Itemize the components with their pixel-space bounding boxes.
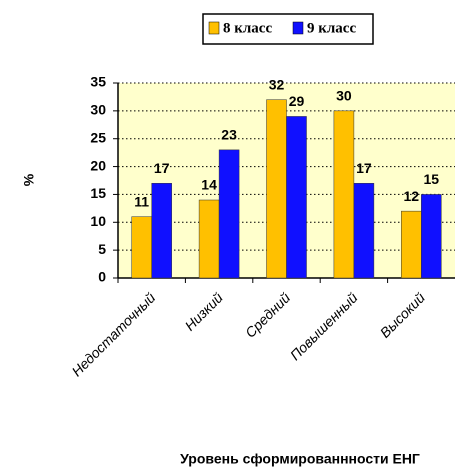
value-label: 14 xyxy=(201,177,217,193)
bar xyxy=(333,110,355,279)
bar xyxy=(353,183,375,279)
y-axis-label: % xyxy=(21,173,37,186)
bar xyxy=(266,99,287,279)
x-tick-label: Низкий xyxy=(182,289,226,333)
y-tick-label: 5 xyxy=(98,241,106,257)
y-tick-label: 20 xyxy=(90,157,106,173)
y-tick-label: 25 xyxy=(90,129,106,145)
value-label: 23 xyxy=(221,127,237,143)
bar xyxy=(131,216,152,279)
y-tick-label: 10 xyxy=(90,213,106,229)
y-tick-label: 35 xyxy=(90,74,106,90)
bar xyxy=(401,210,422,279)
legend-swatch xyxy=(208,21,220,35)
value-label: 11 xyxy=(134,193,149,209)
x-tick-label: Высокий xyxy=(377,289,428,340)
legend-label: 9 класс xyxy=(307,20,356,36)
legend-label: 8 класс xyxy=(223,20,272,36)
bar xyxy=(218,149,240,279)
x-tick-label: Средний xyxy=(242,289,293,340)
y-tick-label: 0 xyxy=(98,269,106,285)
value-label: 32 xyxy=(269,76,285,92)
bar xyxy=(286,116,307,279)
value-label: 17 xyxy=(154,160,170,176)
x-tick-label: Недостаточный xyxy=(68,289,158,379)
legend-swatch xyxy=(292,21,304,35)
x-tick-label: Повышенный xyxy=(287,289,361,363)
bar xyxy=(151,183,172,279)
value-label: 17 xyxy=(356,160,372,176)
y-tick-label: 15 xyxy=(90,185,106,201)
value-label: 29 xyxy=(289,93,305,109)
legend: 8 класс 9 класс xyxy=(202,13,374,45)
value-label: 30 xyxy=(336,88,352,104)
value-label: 15 xyxy=(424,171,440,187)
legend-box xyxy=(202,13,374,45)
y-tick-label: 30 xyxy=(90,102,106,118)
bar xyxy=(198,199,220,279)
bar xyxy=(421,194,442,279)
value-label: 12 xyxy=(404,188,420,204)
x-axis-label: Уровень сформированнности ЕНГ xyxy=(180,451,420,467)
